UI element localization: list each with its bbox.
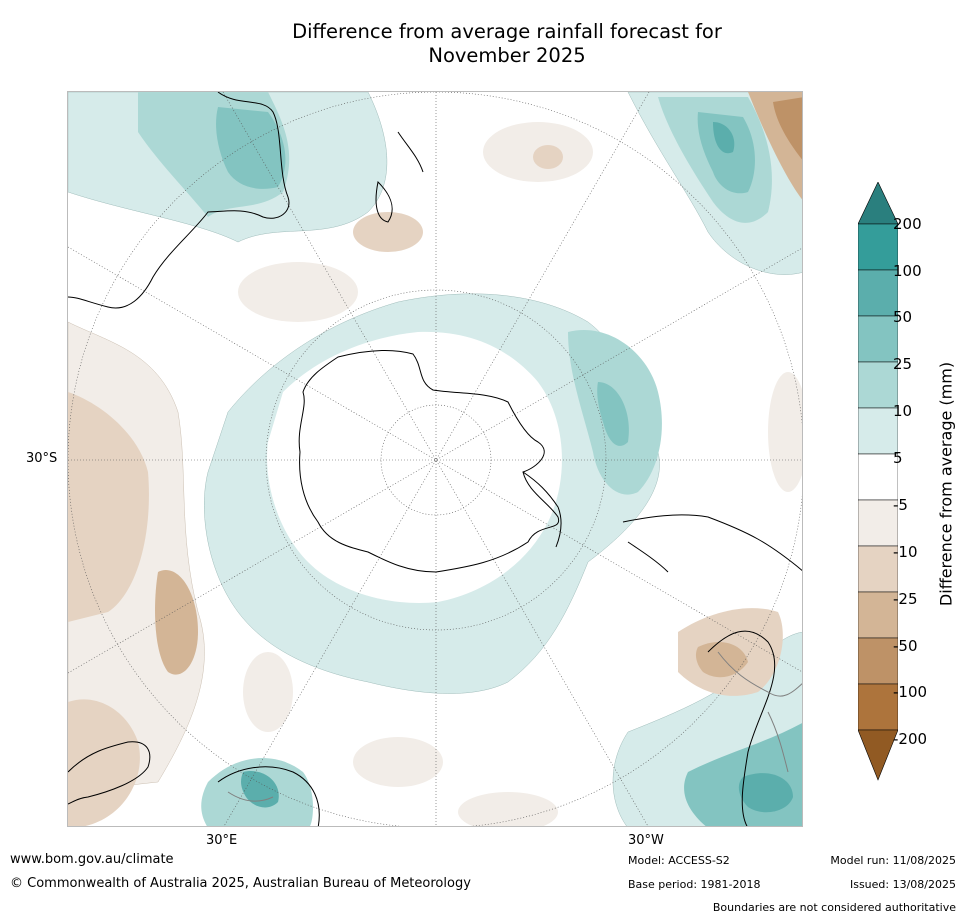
wet-region-se-50 xyxy=(738,773,793,813)
dry-patch xyxy=(243,652,293,732)
title-line-2: November 2025 xyxy=(428,44,586,67)
country-borders xyxy=(227,651,802,802)
colorbar-tick: 50 xyxy=(893,308,913,326)
colorbar-tick: -100 xyxy=(893,683,928,701)
map-svg xyxy=(68,92,802,826)
model-run-text: Model run: 11/08/2025 xyxy=(830,854,956,867)
coastlines xyxy=(68,92,802,826)
colorbar-tick: -200 xyxy=(893,730,928,748)
dry-patch xyxy=(768,372,802,492)
dry-region-w-25 xyxy=(155,570,198,675)
colorbar-tick: -25 xyxy=(893,590,918,608)
colorbar xyxy=(858,182,898,781)
australia-coast xyxy=(68,92,290,309)
wet-region-east-25 xyxy=(597,382,629,446)
dry-patch xyxy=(353,212,423,252)
dry-region-w-10 xyxy=(68,392,149,622)
colorbar-tick: 5 xyxy=(893,449,903,467)
new-zealand-coast xyxy=(375,131,424,223)
wet-region-nw-25 xyxy=(216,107,286,189)
colorbar-segments xyxy=(858,223,898,731)
dry-patch xyxy=(238,262,358,322)
colorbar-title: Difference from average (mm) xyxy=(936,361,956,607)
anomaly-regions xyxy=(68,92,802,826)
graticule xyxy=(68,92,802,826)
model-text: Model: ACCESS-S2 xyxy=(628,854,730,867)
website-link[interactable]: www.bom.gov.au/climate xyxy=(10,852,174,867)
colorbar-tick: 10 xyxy=(893,402,913,420)
colorbar-tick: -50 xyxy=(893,637,918,655)
colorbar-tick: -10 xyxy=(893,543,918,561)
lon-label-30e: 30°E xyxy=(206,833,238,848)
lon-label-30w: 30°W xyxy=(628,833,664,848)
antarctica-coast xyxy=(298,350,560,573)
madagascar-coast xyxy=(217,766,320,826)
border-line xyxy=(227,791,274,802)
wet-ring-inner xyxy=(267,331,562,603)
dry-region-ne-50 xyxy=(773,97,802,160)
antarctic-peninsula xyxy=(522,471,562,548)
dry-patch xyxy=(533,145,563,169)
title-line-1: Difference from average rainfall forecas… xyxy=(292,20,722,43)
colorbar-tick: 100 xyxy=(893,262,922,280)
dry-patch xyxy=(458,792,558,826)
lat-label-30s: 30°S xyxy=(26,451,58,466)
dry-region-sw xyxy=(68,699,140,826)
colorbar-tick: 200 xyxy=(893,215,922,233)
colorbar-bottom-arrow xyxy=(858,729,898,781)
wet-region-ne-50 xyxy=(713,122,735,154)
boundaries-disclaimer: Boundaries are not considered authoritat… xyxy=(712,901,956,914)
chart-title: Difference from average rainfall forecas… xyxy=(67,20,947,68)
copyright-text: © Commonwealth of Australia 2025, Austra… xyxy=(10,876,471,891)
colorbar-top-arrow xyxy=(858,182,898,225)
colorbar-tick: -5 xyxy=(893,496,908,514)
base-period-text: Base period: 1981-2018 xyxy=(628,878,761,891)
south-africa-coast xyxy=(68,741,151,805)
border-line xyxy=(717,651,802,697)
dry-patch xyxy=(353,737,443,787)
colorbar-tick: 25 xyxy=(893,355,913,373)
issued-text: Issued: 13/08/2025 xyxy=(849,878,956,891)
border-line xyxy=(767,711,789,773)
rainfall-map[interactable] xyxy=(67,91,803,827)
